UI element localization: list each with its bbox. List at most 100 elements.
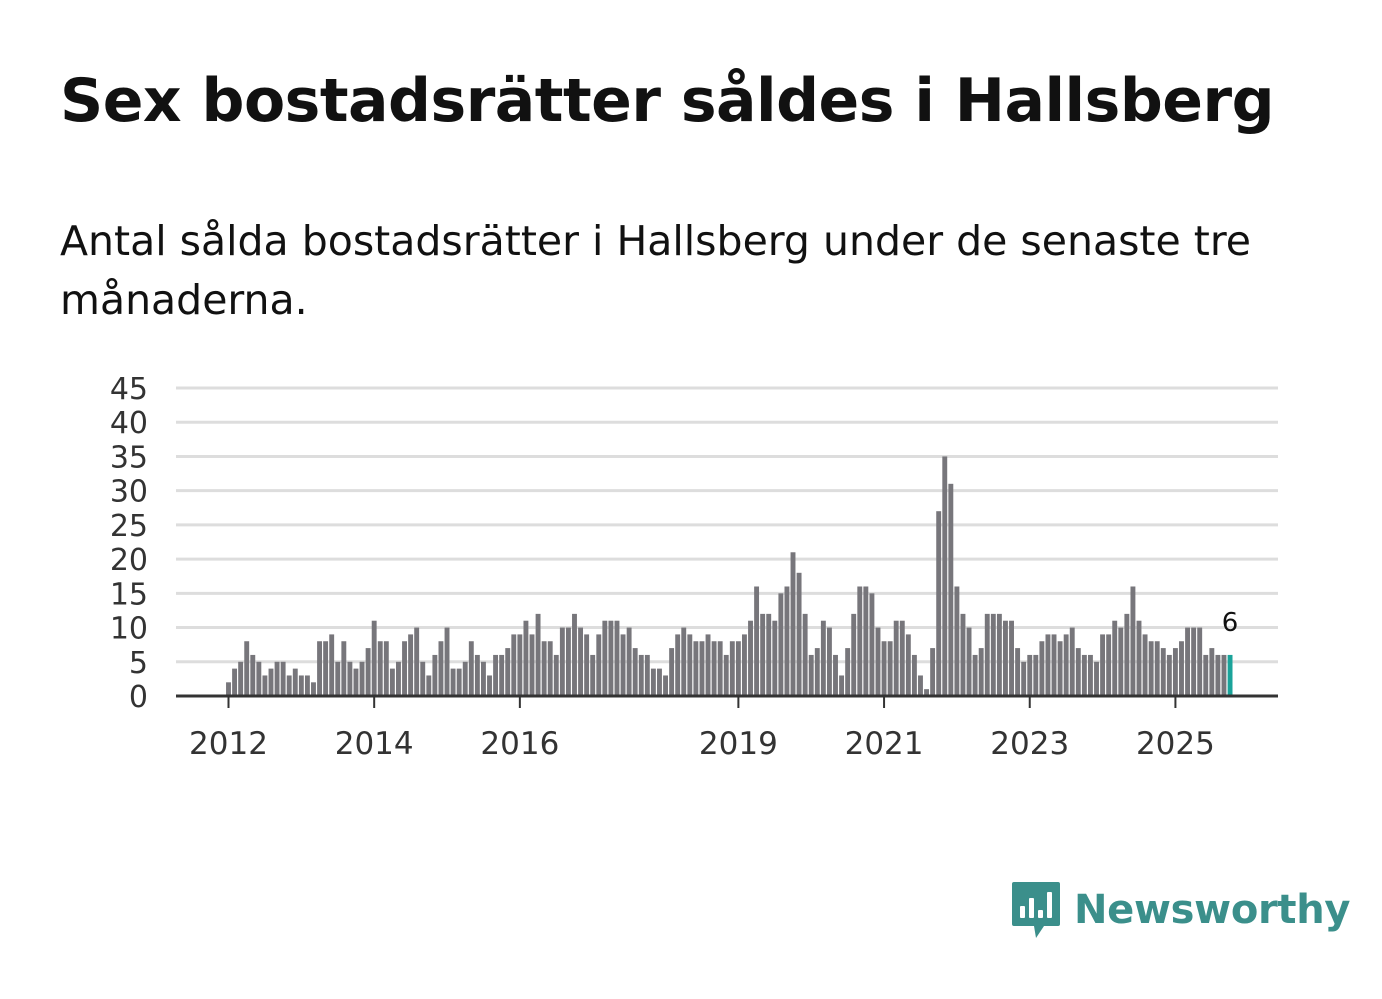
bar xyxy=(930,648,936,696)
x-tick-label: 2016 xyxy=(480,726,559,762)
bar xyxy=(1124,613,1130,696)
bar xyxy=(723,654,729,696)
bar xyxy=(681,627,687,696)
bar xyxy=(1039,641,1045,696)
bar xyxy=(808,654,814,696)
bar xyxy=(1075,648,1081,696)
bar xyxy=(851,613,857,696)
bar xyxy=(389,668,395,696)
bar xyxy=(1015,648,1021,696)
bar xyxy=(371,620,377,696)
gridlines xyxy=(176,386,1278,664)
y-tick-label: 40 xyxy=(110,406,148,441)
bar xyxy=(317,641,322,696)
bar xyxy=(1069,627,1075,696)
bar xyxy=(990,613,996,696)
bar xyxy=(517,634,523,696)
bar xyxy=(323,641,329,696)
bar xyxy=(772,620,778,696)
bar xyxy=(632,648,638,696)
bar xyxy=(298,675,304,696)
bar xyxy=(256,661,262,696)
bar xyxy=(341,641,347,696)
bar xyxy=(572,613,577,696)
y-tick-label: 20 xyxy=(110,543,148,578)
x-axis-ticks: 2012 2014 2016 2019 2021 2023 2025 xyxy=(189,696,1215,762)
y-tick-label: 10 xyxy=(110,612,148,647)
bar xyxy=(377,641,383,696)
bar xyxy=(1087,654,1093,696)
bar xyxy=(875,627,881,696)
bar xyxy=(1136,620,1142,696)
newsworthy-bar-chart-icon xyxy=(1012,882,1060,938)
bar xyxy=(311,682,316,696)
bar xyxy=(778,593,784,696)
bar xyxy=(869,593,875,696)
brand-name: Newsworthy xyxy=(1074,887,1351,933)
bar xyxy=(274,661,280,696)
bar xyxy=(1179,641,1184,696)
bar xyxy=(505,648,511,696)
bar xyxy=(347,661,353,696)
bar xyxy=(414,627,420,696)
bar xyxy=(814,648,820,696)
bar xyxy=(1021,661,1027,696)
y-tick-label: 15 xyxy=(110,577,148,612)
bar xyxy=(383,641,389,696)
bar xyxy=(663,675,668,696)
bar xyxy=(1094,661,1099,696)
bar xyxy=(863,586,869,696)
bar xyxy=(499,654,505,696)
bar xyxy=(420,661,426,696)
bar xyxy=(565,627,571,696)
bar xyxy=(693,641,699,696)
bar xyxy=(1142,634,1148,696)
bar xyxy=(833,654,838,696)
bar xyxy=(966,627,972,696)
bar xyxy=(857,586,863,696)
bar xyxy=(996,613,1002,696)
bar xyxy=(280,661,286,696)
bar xyxy=(796,572,802,696)
bar xyxy=(396,661,401,696)
bar xyxy=(942,456,948,696)
bar xyxy=(365,648,371,696)
bar xyxy=(292,668,298,696)
bar xyxy=(1215,654,1221,696)
bar xyxy=(547,641,553,696)
y-tick-label: 5 xyxy=(129,646,148,681)
bar xyxy=(584,634,590,696)
bar xyxy=(608,620,614,696)
bar xyxy=(675,634,681,696)
x-tick-label: 2021 xyxy=(845,726,924,762)
newsworthy-logo: Newsworthy xyxy=(1010,878,1351,942)
y-tick-label: 35 xyxy=(110,440,148,475)
bar xyxy=(596,634,602,696)
bar xyxy=(1009,620,1014,696)
bar xyxy=(304,675,310,696)
x-tick-label: 2012 xyxy=(189,726,268,762)
bar xyxy=(717,641,723,696)
bar xyxy=(978,648,984,696)
bars xyxy=(226,456,1233,696)
bar xyxy=(250,654,256,696)
bar xyxy=(1033,654,1039,696)
bar xyxy=(729,641,735,696)
bar xyxy=(754,586,760,696)
bar xyxy=(511,634,517,696)
bar xyxy=(438,641,444,696)
bar xyxy=(705,634,711,696)
bar xyxy=(1118,627,1124,696)
bar xyxy=(742,634,747,696)
bar xyxy=(760,613,766,696)
bar xyxy=(881,641,887,696)
bar xyxy=(790,552,796,696)
bar xyxy=(553,654,559,696)
bar xyxy=(523,620,529,696)
bar xyxy=(529,634,535,696)
bar xyxy=(487,675,492,696)
bar xyxy=(329,634,335,696)
bar xyxy=(899,620,905,696)
bar xyxy=(474,654,480,696)
chart-title: Sex bostadsrätter såldes i Hallsberg xyxy=(60,66,1275,136)
